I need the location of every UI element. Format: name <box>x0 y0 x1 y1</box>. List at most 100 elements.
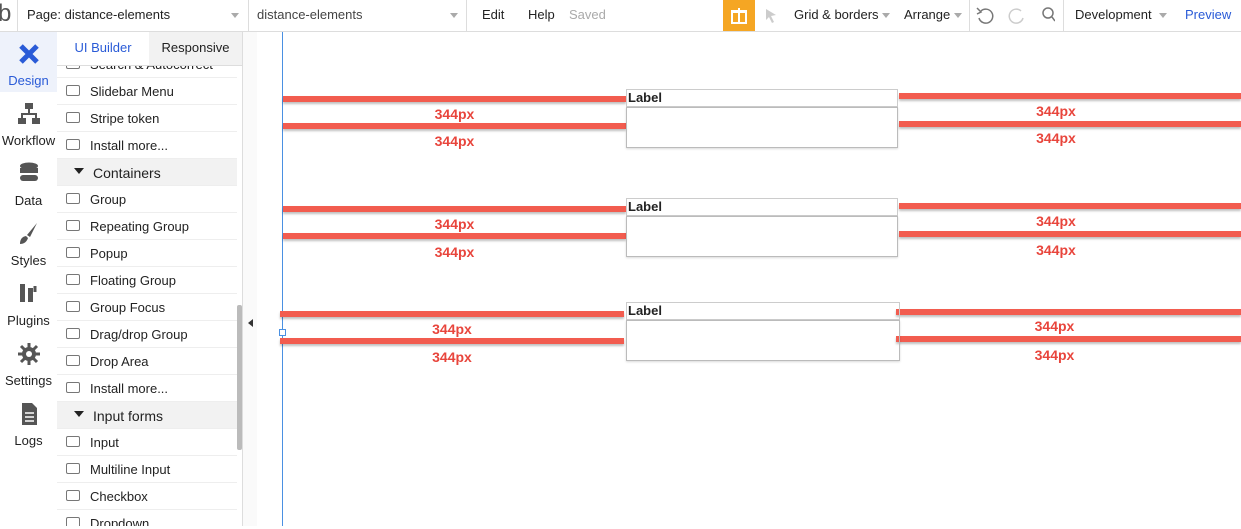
distance-bar <box>283 233 626 239</box>
element-item[interactable]: Group Focus <box>57 294 237 321</box>
element-item[interactable]: Search & Autocorrect <box>57 66 237 78</box>
item-label: Repeating Group <box>90 219 190 234</box>
tab[interactable]: Responsive <box>149 32 242 65</box>
distance-label: 344px <box>1036 213 1076 229</box>
item-icon <box>66 301 80 312</box>
save-status: Saved <box>569 7 606 22</box>
section-header[interactable]: Input forms <box>57 402 237 429</box>
input-element[interactable] <box>626 107 898 148</box>
element-item[interactable]: Install more... <box>57 132 237 159</box>
distance-bar <box>283 206 626 212</box>
element-item[interactable]: Stripe token <box>57 105 237 132</box>
page-selector[interactable]: Page: distance-elements <box>27 7 171 22</box>
item-icon <box>66 517 80 526</box>
distance-bar <box>283 123 626 129</box>
distance-label: 344px <box>434 244 475 260</box>
nav-label: Data <box>14 193 43 208</box>
element-item[interactable]: Drop Area <box>57 348 237 375</box>
item-label: Slidebar Menu <box>90 84 174 99</box>
element-selector[interactable]: distance-elements <box>257 7 363 22</box>
nav-item[interactable]: Plugins <box>0 272 57 332</box>
distance-label: 344px <box>432 321 472 337</box>
distance-bar <box>896 336 1241 342</box>
text-element[interactable]: Label <box>626 302 900 320</box>
menu-help[interactable]: Help <box>528 7 555 22</box>
nav-label: Logs <box>14 433 43 448</box>
item-icon <box>66 220 80 231</box>
nav-item[interactable]: Data <box>0 152 57 212</box>
element-item[interactable]: Checkbox <box>57 483 237 510</box>
nav-item[interactable]: Workflow <box>0 92 57 152</box>
gift-button[interactable] <box>723 0 755 31</box>
item-label: Install more... <box>90 138 169 153</box>
panel-tabs: UI Builder Responsive <box>57 32 242 66</box>
item-label: Input <box>90 435 119 450</box>
element-item[interactable]: Input <box>57 429 237 456</box>
select-icon[interactable] <box>763 6 779 24</box>
grid-borders[interactable]: Grid & borders <box>794 7 879 22</box>
element-item[interactable]: Drag/drop Group <box>57 321 237 348</box>
distance-label: 344px <box>1034 347 1075 363</box>
nav-label: Settings <box>5 373 52 388</box>
environment[interactable]: Development <box>1075 7 1152 22</box>
distance-bar <box>896 309 1241 315</box>
item-label: Containers <box>93 165 161 181</box>
canvas: Label 344px 344px 344px 344px Label 344px 344px… <box>257 32 1241 526</box>
page-edge <box>282 32 283 526</box>
caret <box>74 168 84 174</box>
item-icon <box>66 85 80 96</box>
distance-bar <box>899 231 1241 237</box>
element-item[interactable]: Slidebar Menu <box>57 78 237 105</box>
element-item[interactable]: Popup <box>57 240 237 267</box>
logo[interactable]: b <box>0 0 12 27</box>
element-item[interactable]: Dropdown <box>57 510 237 526</box>
preview[interactable]: Preview <box>1185 7 1232 22</box>
sidebar-nav: Design Workflow Data Styles Plugins Settings L… <box>0 32 58 526</box>
distance-bar <box>280 338 624 344</box>
item-icon <box>66 274 80 285</box>
input-element[interactable] <box>626 216 898 257</box>
item-label: Stripe token <box>90 111 160 126</box>
nav-item[interactable]: Styles <box>0 212 57 272</box>
element-item[interactable]: Floating Group <box>57 267 237 294</box>
distance-bar <box>899 93 1241 99</box>
item-icon <box>66 66 80 69</box>
input-element[interactable] <box>626 320 900 361</box>
item-label: Search & Autocorrect <box>90 66 213 72</box>
item-icon <box>66 247 80 258</box>
section-header[interactable]: Containers <box>57 159 237 186</box>
tab[interactable]: UI Builder <box>74 40 132 55</box>
item-icon <box>66 139 80 150</box>
item-icon <box>66 436 80 447</box>
handle[interactable] <box>279 329 286 336</box>
item-icon <box>66 382 80 393</box>
arrange[interactable]: Arrange <box>904 7 951 22</box>
distance-bar <box>899 203 1241 209</box>
element-list: Search & Autocorrect Slidebar Menu Stripe … <box>57 66 237 526</box>
element-item[interactable]: Multiline Input <box>57 456 237 483</box>
text-element[interactable]: Label <box>626 89 898 107</box>
element-item[interactable]: Repeating Group <box>57 213 237 240</box>
scrollbar[interactable] <box>237 305 242 450</box>
distance-bar <box>899 121 1241 127</box>
item-icon <box>66 112 80 123</box>
nav-label: Plugins <box>7 313 50 328</box>
nav-label: Workflow <box>1 133 56 148</box>
nav-item[interactable]: Design <box>0 32 57 92</box>
element-item[interactable]: Install more... <box>57 375 237 402</box>
item-label: Floating Group <box>90 273 176 288</box>
item-icon <box>66 328 80 339</box>
item-icon <box>66 463 80 474</box>
caret <box>74 411 84 417</box>
distance-bar <box>283 96 626 102</box>
element-item[interactable]: Group <box>57 186 237 213</box>
nav-item[interactable]: Logs <box>0 392 57 452</box>
item-label: Multiline Input <box>90 462 171 477</box>
nav-label: Design <box>8 73 49 88</box>
menu-edit[interactable]: Edit <box>482 7 505 22</box>
text-element[interactable]: Label <box>626 198 898 216</box>
history-icons[interactable] <box>975 5 1055 25</box>
distance-label: 344px <box>1036 242 1076 258</box>
nav-item[interactable]: Settings <box>0 332 57 392</box>
